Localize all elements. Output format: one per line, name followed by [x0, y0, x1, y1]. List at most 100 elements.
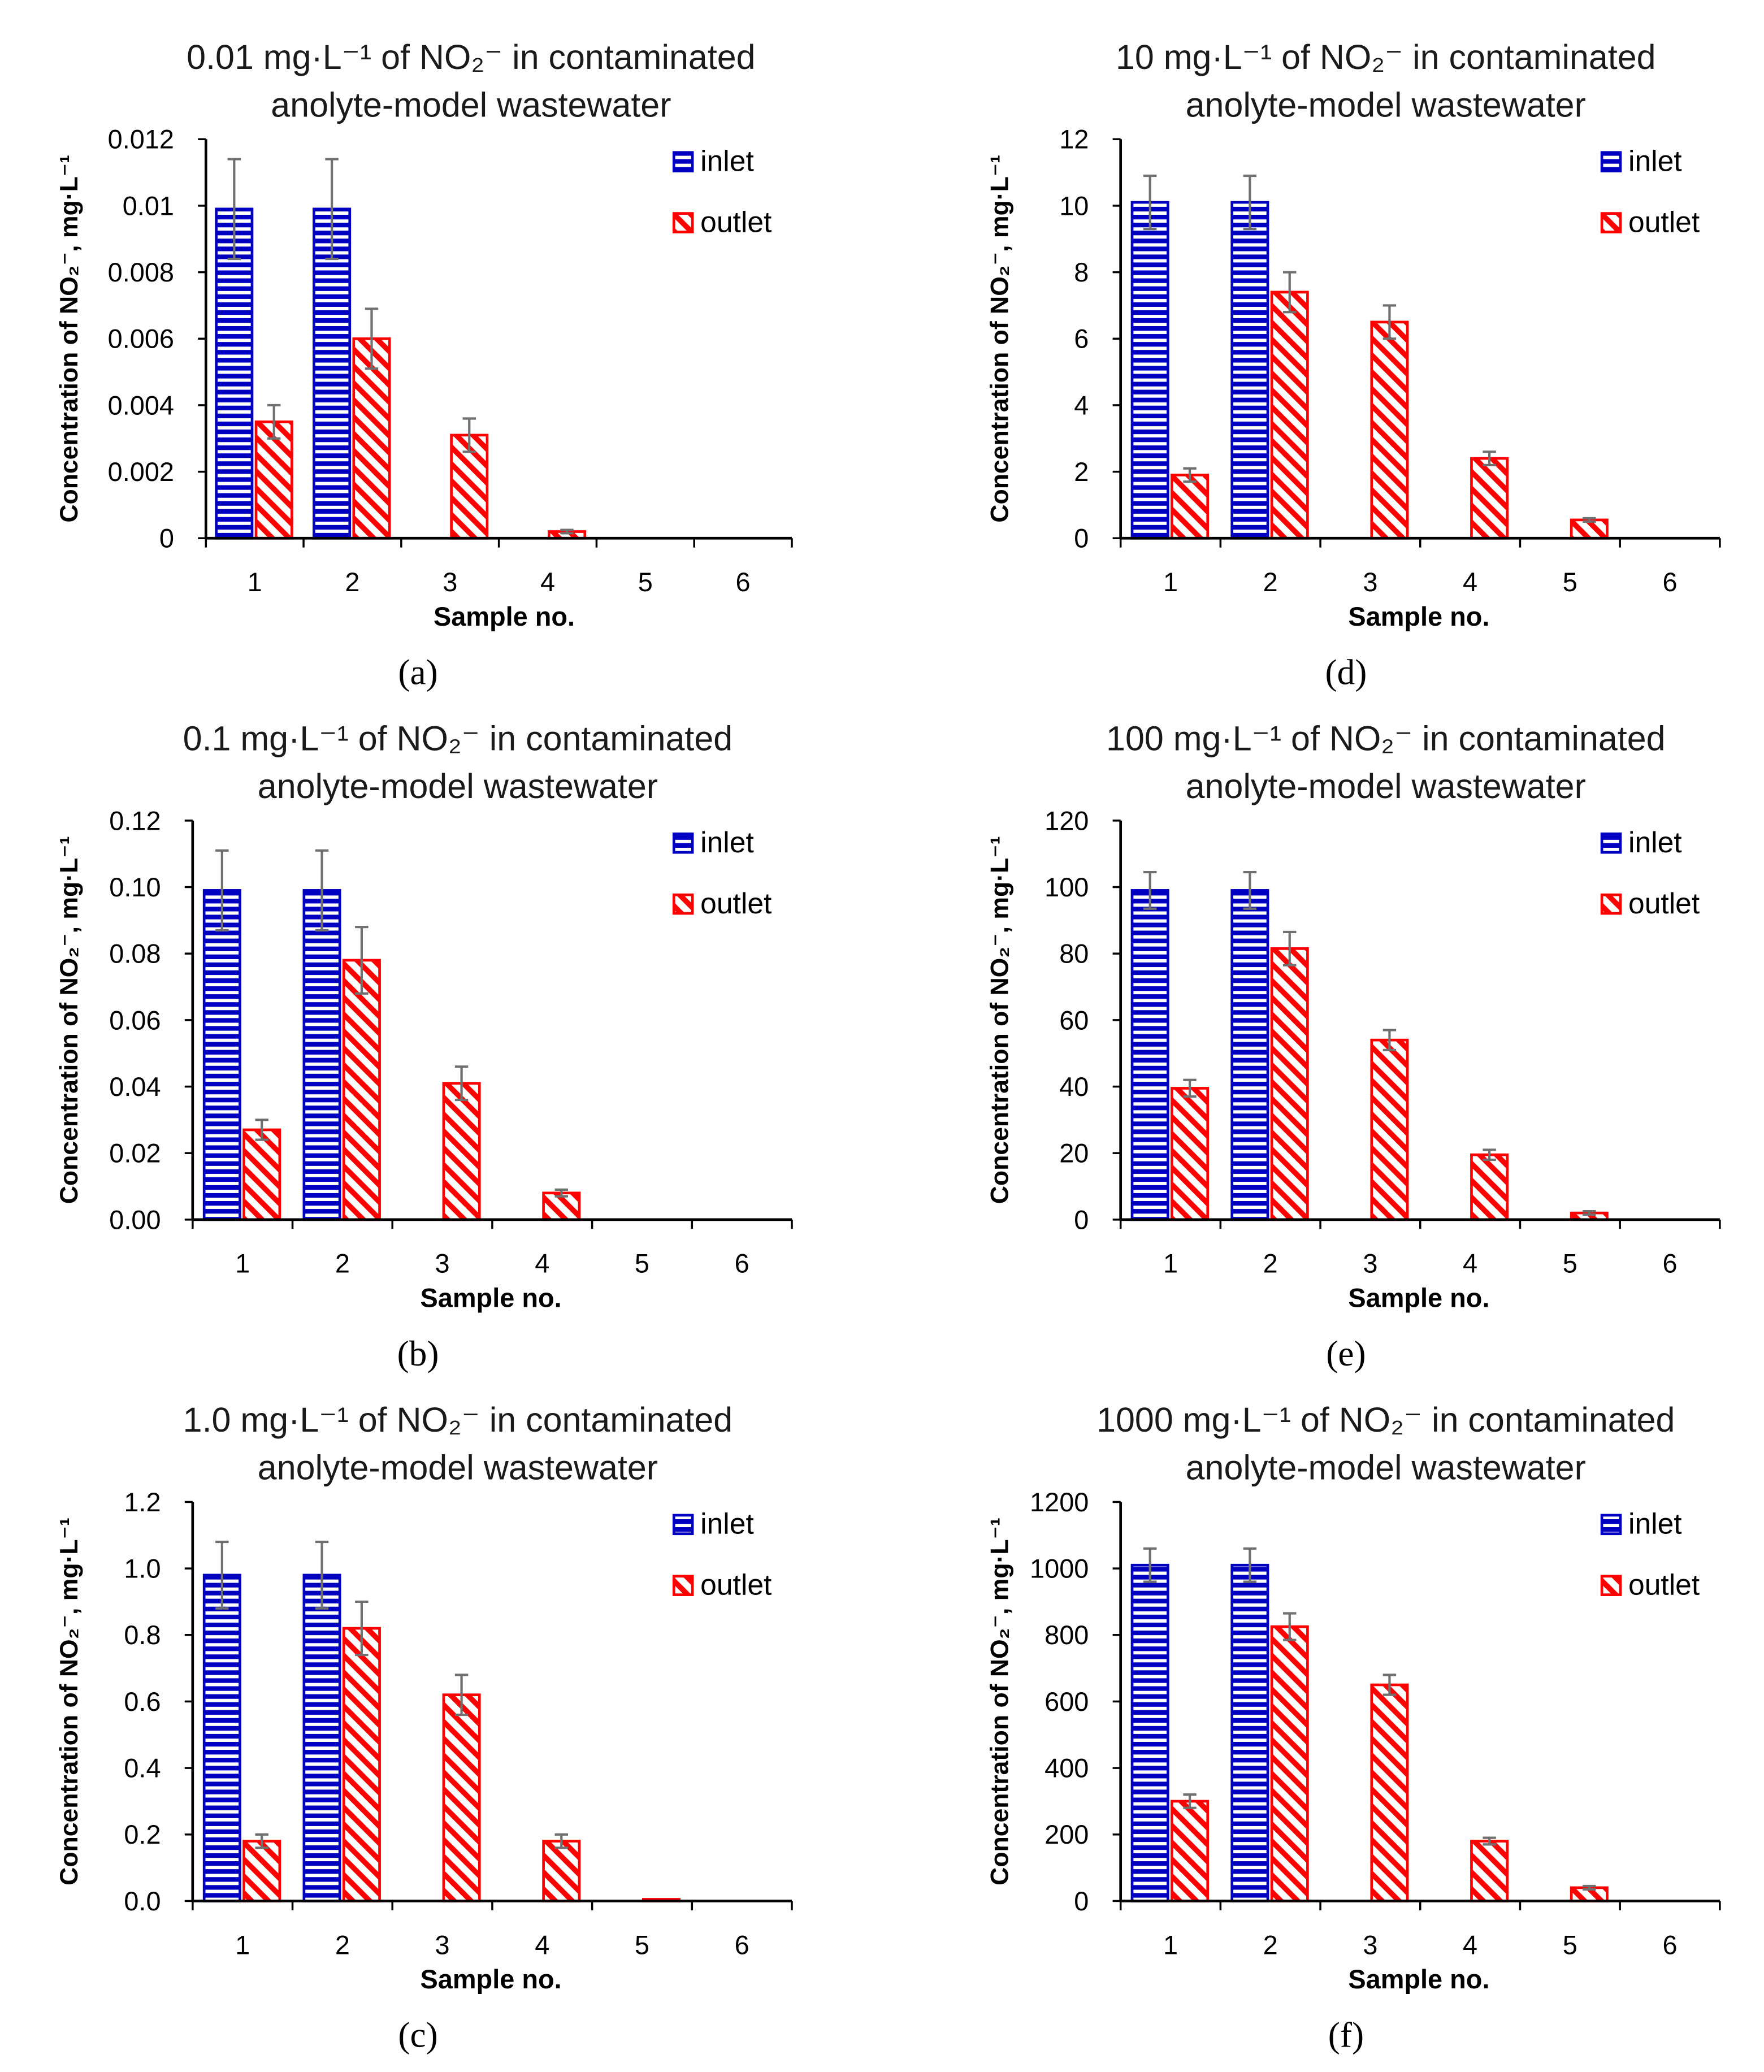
y-tick-label: 120 — [1044, 806, 1089, 835]
bar-outlet — [1171, 1800, 1210, 1902]
x-tick-label: 6 — [1662, 567, 1677, 597]
chart-b: 0.1 mg·L⁻¹ of NO₂⁻ in contaminated anolyt… — [55, 719, 793, 1373]
bar-inlet — [202, 1573, 241, 1902]
x-axis-label: Sample no. — [1348, 1965, 1489, 1994]
x-axis-label: Sample no. — [421, 1284, 562, 1313]
chart-d: 10 mg·L⁻¹ of NO₂⁻ in contaminated anolyte… — [986, 38, 1721, 692]
legend-label-outlet: outlet — [1628, 205, 1700, 238]
x-tick-label: 5 — [638, 567, 653, 597]
y-axis-label: Concentration of NO₂⁻, mg·L⁻¹ — [986, 1518, 1013, 1885]
y-tick-label: 0.006 — [108, 324, 174, 354]
y-tick-label: 0 — [1074, 524, 1089, 553]
bar-inlet — [1230, 889, 1269, 1221]
chart-title-line: anolyte-model wastewater — [258, 767, 658, 805]
x-tick-label: 1 — [1163, 1930, 1178, 1960]
y-tick-label: 200 — [1044, 1820, 1089, 1849]
bar-outlet — [1370, 320, 1409, 540]
y-tick-label: 20 — [1059, 1139, 1089, 1168]
bar-outlet — [1171, 1087, 1210, 1221]
y-axis-label: Concentration of NO₂⁻, mg·L⁻¹ — [55, 155, 83, 523]
x-tick-label: 1 — [235, 1930, 250, 1960]
x-axis-label: Sample no. — [1348, 1284, 1489, 1313]
y-axis-label: Concentration of NO₂⁻, mg·L⁻¹ — [986, 155, 1013, 523]
panel-label: (e) — [1326, 1334, 1366, 1373]
bar-inlet — [302, 889, 341, 1221]
y-tick-label: 0.04 — [109, 1072, 161, 1102]
bar-inlet — [1130, 889, 1169, 1221]
x-tick-label: 3 — [1363, 567, 1377, 597]
panel-label: (a) — [398, 652, 437, 692]
x-tick-label: 4 — [540, 567, 555, 597]
legend-label-inlet: inlet — [700, 1507, 754, 1540]
bar-outlet — [1270, 291, 1309, 540]
legend-label-outlet: outlet — [700, 205, 772, 238]
legend-label-inlet: inlet — [1628, 826, 1682, 859]
bar-outlet — [1370, 1038, 1409, 1221]
legend-swatch-inlet — [672, 1514, 694, 1536]
y-tick-label: 0.008 — [108, 258, 174, 287]
chart-title-line: 0.01 mg·L⁻¹ of NO₂⁻ in contaminated — [187, 38, 755, 76]
y-tick-label: 40 — [1059, 1072, 1089, 1102]
legend-swatch-inlet — [1600, 151, 1622, 172]
bar-outlet — [1470, 457, 1509, 540]
chart-f: 1000 mg·L⁻¹ of NO₂⁻ in contaminated anoly… — [986, 1401, 1721, 2054]
x-tick-label: 3 — [435, 1930, 450, 1960]
y-tick-label: 1200 — [1030, 1488, 1089, 1517]
bar-outlet — [1370, 1683, 1409, 1902]
chart-title-line: 0.1 mg·L⁻¹ of NO₂⁻ in contaminated — [183, 719, 733, 758]
x-tick-label: 6 — [735, 1249, 749, 1278]
y-tick-label: 0.2 — [124, 1820, 161, 1849]
panel-label: (d) — [1325, 652, 1367, 692]
x-tick-label: 4 — [535, 1249, 549, 1278]
bar-outlet — [442, 1082, 481, 1221]
x-tick-label: 6 — [1662, 1249, 1677, 1278]
y-tick-label: 0.08 — [109, 939, 161, 969]
legend-swatch-outlet — [672, 212, 694, 233]
x-tick-label: 2 — [1263, 567, 1278, 597]
x-tick-label: 4 — [1463, 567, 1477, 597]
x-tick-label: 3 — [1363, 1930, 1377, 1960]
y-tick-label: 0.004 — [108, 391, 174, 420]
bar-outlet — [242, 1128, 281, 1221]
y-tick-label: 2 — [1074, 457, 1089, 487]
y-tick-label: 6 — [1074, 324, 1089, 354]
y-tick-label: 0.02 — [109, 1139, 161, 1168]
legend-swatch-inlet — [672, 832, 694, 854]
y-tick-label: 10 — [1059, 191, 1089, 220]
x-tick-label: 3 — [435, 1249, 450, 1278]
chart-title-line: anolyte-model wastewater — [271, 85, 671, 124]
legend-label-outlet: outlet — [1628, 1568, 1700, 1601]
legend-swatch-outlet — [1600, 1575, 1622, 1596]
x-tick-label: 4 — [1463, 1249, 1477, 1278]
x-tick-label: 4 — [1463, 1930, 1477, 1960]
bar-outlet — [254, 421, 293, 540]
x-tick-label: 2 — [335, 1249, 350, 1278]
y-tick-label: 1.0 — [124, 1554, 161, 1584]
y-tick-label: 0.002 — [108, 457, 174, 487]
y-tick-label: 400 — [1044, 1754, 1089, 1783]
chart-c: 1.0 mg·L⁻¹ of NO₂⁻ in contaminated anolyt… — [55, 1401, 793, 2054]
x-tick-label: 2 — [1263, 1930, 1278, 1960]
x-tick-label: 5 — [635, 1930, 649, 1960]
y-tick-label: 0.012 — [108, 125, 174, 154]
x-tick-label: 6 — [736, 567, 751, 597]
y-tick-label: 60 — [1059, 1005, 1089, 1035]
x-tick-label: 1 — [1163, 1249, 1178, 1278]
legend-label-inlet: inlet — [700, 145, 754, 177]
y-tick-label: 0.8 — [124, 1620, 161, 1650]
panel-label: (f) — [1328, 2015, 1364, 2054]
y-tick-label: 800 — [1044, 1620, 1089, 1650]
y-axis-label: Concentration of NO₂⁻, mg·L⁻¹ — [55, 836, 83, 1204]
y-tick-label: 0.01 — [123, 191, 174, 220]
y-tick-label: 100 — [1044, 873, 1089, 902]
bar-inlet — [1130, 1563, 1169, 1902]
y-tick-label: 0.0 — [124, 1887, 161, 1916]
chart-title-line: 1000 mg·L⁻¹ of NO₂⁻ in contaminated — [1096, 1401, 1675, 1439]
x-tick-label: 6 — [1662, 1930, 1677, 1960]
bar-outlet — [1270, 947, 1309, 1221]
bar-outlet — [352, 337, 391, 540]
bar-outlet — [1470, 1840, 1509, 1902]
bar-outlet — [242, 1840, 281, 1902]
y-tick-label: 8 — [1074, 258, 1089, 287]
